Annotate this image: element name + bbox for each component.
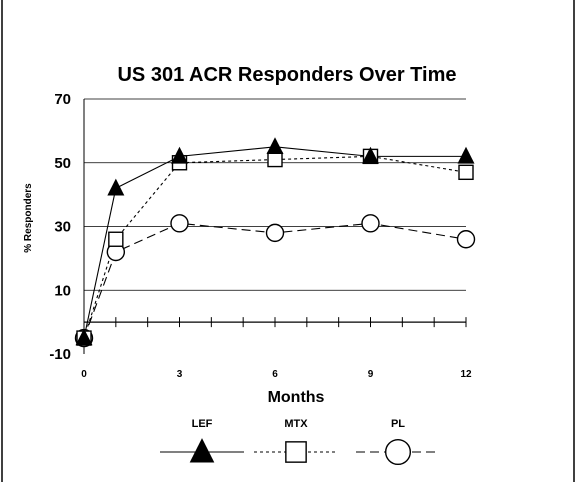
data-point-lef [457, 146, 475, 164]
data-point-pl [170, 214, 189, 233]
y-axis-label: % Responders [23, 183, 34, 253]
x-tick-label: 6 [272, 369, 278, 380]
data-point-mtx [108, 231, 124, 247]
data-point-mtx [458, 164, 474, 181]
y-tick-label: 30 [54, 219, 71, 236]
data-point-pl [456, 230, 476, 249]
legend-label-mtx: MTX [284, 418, 308, 430]
data-point-lef [171, 146, 188, 164]
x-tick-label: 12 [460, 369, 472, 380]
legend-marker-mtx [285, 441, 307, 463]
legend: LEF MTX PL [160, 418, 440, 466]
legend-label-pl: PL [391, 418, 405, 430]
data-point-lef [362, 146, 379, 164]
x-tick-label: 0 [81, 369, 87, 380]
series-line-lef [83, 146, 466, 339]
data-point-lef [75, 328, 93, 346]
data-point-pl [361, 214, 380, 233]
series-line-mtx [83, 155, 467, 339]
plot-area: 70 50 30 10 -10 0 3 6 9 12 [49, 91, 476, 380]
y-tick-label: 10 [54, 282, 71, 299]
legend-marker-lef [189, 438, 215, 463]
legend-label-lef: LEF [192, 418, 213, 430]
y-tick-label: 50 [54, 155, 71, 172]
x-tick-label: 9 [368, 369, 374, 380]
data-point-mtx [267, 151, 283, 168]
legend-marker-pl [384, 438, 412, 466]
x-axis-label: Months [268, 389, 325, 406]
data-point-pl [265, 223, 285, 243]
data-point-lef [266, 137, 284, 155]
data-point-lef [107, 178, 125, 196]
chart-title: US 301 ACR Responders Over Time [117, 64, 456, 86]
y-tick-label: 70 [54, 91, 71, 108]
x-tick-label: 3 [177, 369, 183, 380]
series-line-pl [83, 222, 467, 339]
y-tick-label: -10 [49, 346, 71, 363]
